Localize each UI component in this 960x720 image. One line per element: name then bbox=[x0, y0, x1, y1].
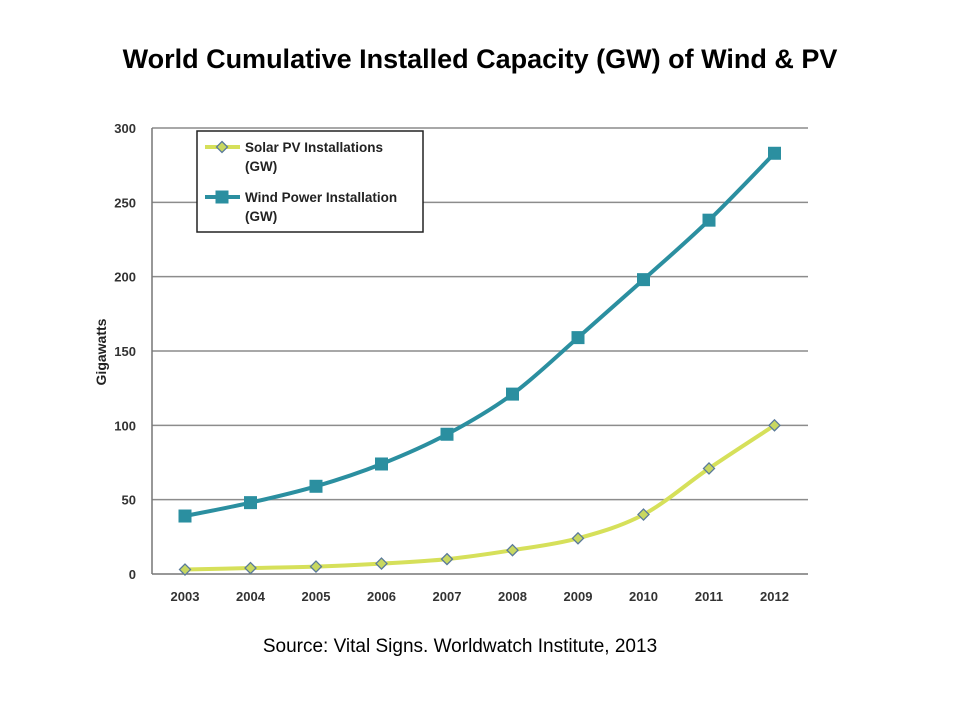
data-point bbox=[375, 457, 388, 471]
x-tick-label: 2007 bbox=[433, 589, 462, 604]
data-point bbox=[309, 560, 323, 573]
data-point bbox=[571, 331, 585, 345]
y-tick-label: 200 bbox=[114, 270, 136, 285]
series-wind-power bbox=[178, 146, 781, 523]
data-point bbox=[506, 543, 519, 557]
y-tick-label: 250 bbox=[114, 195, 136, 210]
legend-label: Wind Power Installation bbox=[245, 190, 397, 205]
legend-label: Solar PV Installations bbox=[245, 140, 383, 155]
series-line bbox=[184, 151, 776, 518]
series-group bbox=[178, 146, 781, 576]
y-tick-label: 50 bbox=[122, 493, 136, 508]
series-line bbox=[184, 423, 776, 572]
x-tick-label: 2012 bbox=[760, 589, 789, 604]
y-axis-label: Gigawatts bbox=[93, 318, 109, 385]
legend-label: (GW) bbox=[245, 209, 277, 224]
legend-label: (GW) bbox=[245, 159, 277, 174]
legend-swatch-marker bbox=[215, 190, 229, 204]
y-tick-label: 0 bbox=[129, 567, 136, 582]
x-tick-label: 2006 bbox=[367, 589, 396, 604]
legend-swatch-marker bbox=[215, 140, 229, 154]
data-point bbox=[768, 418, 781, 432]
data-point bbox=[571, 531, 585, 545]
x-tick-label: 2004 bbox=[236, 589, 266, 604]
data-point bbox=[309, 479, 323, 493]
x-tick-label: 2008 bbox=[498, 589, 527, 604]
x-tick-label: 2005 bbox=[302, 589, 331, 604]
data-point bbox=[768, 146, 781, 160]
x-tick-label: 2009 bbox=[564, 589, 593, 604]
data-point bbox=[702, 462, 716, 475]
x-tick-label: 2010 bbox=[629, 589, 658, 604]
slide-title: World Cumulative Installed Capacity (GW)… bbox=[122, 44, 838, 74]
data-point bbox=[244, 561, 257, 575]
data-point bbox=[637, 273, 650, 287]
data-point bbox=[440, 552, 454, 566]
legend-item: Solar PV Installations (GW) bbox=[205, 140, 383, 174]
source-citation: Source: Vital Signs. Worldwatch Institut… bbox=[262, 636, 658, 657]
y-tick-labels: 0 50 100 150 200 250 300 bbox=[114, 121, 136, 582]
legend-item: Wind Power Installation (GW) bbox=[205, 190, 397, 224]
y-tick-label: 150 bbox=[114, 344, 136, 359]
data-point bbox=[506, 387, 519, 401]
data-point bbox=[375, 557, 388, 571]
y-tick-label: 300 bbox=[114, 121, 136, 136]
x-tick-labels: 2003 2004 2005 2006 2007 2008 2009 2010 2011 2012 bbox=[171, 589, 789, 604]
series-solar-pv bbox=[178, 418, 781, 576]
x-tick-label: 2003 bbox=[171, 589, 200, 604]
y-tick-label: 100 bbox=[114, 418, 136, 433]
data-point bbox=[244, 496, 257, 510]
legend: Solar PV Installations(GW)Wind Power Ins… bbox=[196, 130, 424, 233]
axes bbox=[151, 128, 808, 575]
data-point bbox=[440, 427, 454, 441]
data-point bbox=[702, 213, 716, 227]
data-point bbox=[178, 509, 192, 523]
data-point bbox=[637, 508, 650, 521]
data-point bbox=[178, 563, 192, 576]
x-tick-label: 2011 bbox=[695, 589, 723, 604]
